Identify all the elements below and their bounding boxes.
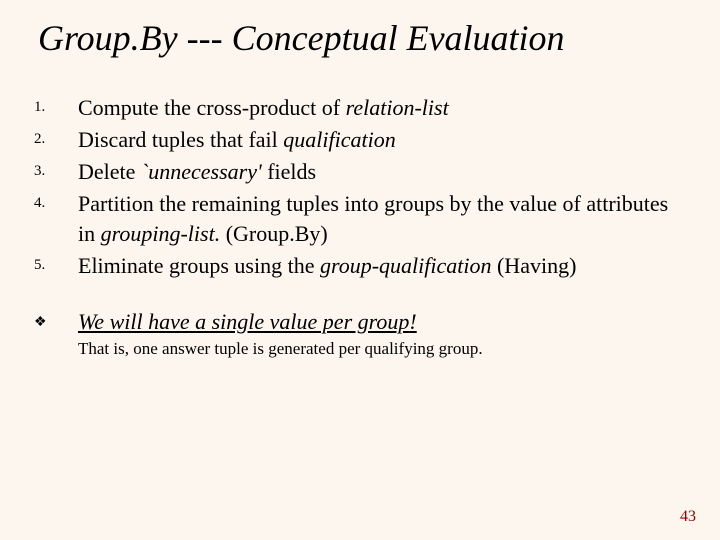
step-text-pre: Compute the cross-product of — [78, 95, 346, 120]
step-text-em: relation-list — [346, 95, 449, 120]
step-text-em: `unnecessary' — [141, 159, 262, 184]
step-item: 3. Delete `unnecessary' fields — [34, 157, 686, 186]
step-body: Eliminate groups using the group-qualifi… — [78, 251, 686, 280]
step-text-post: fields — [262, 159, 316, 184]
step-body: Compute the cross-product of relation-li… — [78, 93, 686, 122]
steps-list: 1. Compute the cross-product of relation… — [34, 93, 686, 279]
step-text-em: grouping-list. — [101, 221, 221, 246]
step-text-em: group-qualification — [320, 253, 492, 278]
step-body: Partition the remaining tuples into grou… — [78, 189, 686, 247]
step-text-post: (Having) — [491, 253, 576, 278]
summary-text: We will have a single value per group! — [78, 308, 686, 337]
slide: Group.By --- Conceptual Evaluation 1. Co… — [0, 0, 720, 540]
step-text-pre: Eliminate groups using the — [78, 253, 320, 278]
step-text-pre: Discard tuples that fail — [78, 127, 283, 152]
step-item: 1. Compute the cross-product of relation… — [34, 93, 686, 122]
step-item: 4. Partition the remaining tuples into g… — [34, 189, 686, 247]
step-number: 4. — [34, 189, 78, 214]
summary-bullet: ❖ We will have a single value per group! — [34, 308, 686, 337]
step-body: Discard tuples that fail qualification — [78, 125, 686, 154]
step-item: 2. Discard tuples that fail qualificatio… — [34, 125, 686, 154]
step-item: 5. Eliminate groups using the group-qual… — [34, 251, 686, 280]
step-number: 1. — [34, 93, 78, 118]
step-number: 3. — [34, 157, 78, 182]
step-text-pre: Delete — [78, 159, 141, 184]
step-number: 2. — [34, 125, 78, 150]
step-text-em: qualification — [283, 127, 395, 152]
page-number: 43 — [680, 508, 696, 526]
diamond-icon: ❖ — [34, 308, 78, 331]
slide-title: Group.By --- Conceptual Evaluation — [38, 18, 686, 59]
step-number: 5. — [34, 251, 78, 276]
step-text-post: (Group.By) — [220, 221, 328, 246]
summary-subnote: That is, one answer tuple is generated p… — [78, 338, 686, 360]
step-body: Delete `unnecessary' fields — [78, 157, 686, 186]
